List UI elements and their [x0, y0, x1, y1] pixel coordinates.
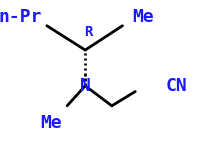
Text: Me: Me: [132, 8, 154, 26]
Text: CN: CN: [166, 77, 188, 95]
Text: Me: Me: [40, 114, 62, 132]
Text: R: R: [84, 25, 93, 39]
Text: n-Pr: n-Pr: [0, 8, 42, 26]
Text: N: N: [80, 77, 91, 95]
